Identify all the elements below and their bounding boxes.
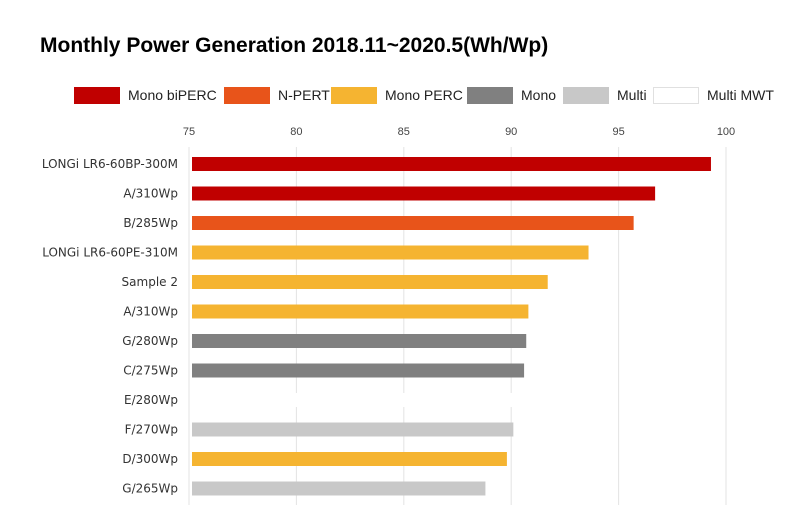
category-label-1: LONGi LR6-60BP-300M	[42, 157, 178, 171]
category-label-7: G/280Wp	[122, 334, 178, 348]
x-tick-label: 85	[398, 126, 410, 138]
bar-a-310wp-2	[192, 186, 656, 201]
legend-label: Mono biPERC	[128, 87, 217, 103]
category-label-8: C/275Wp	[123, 364, 178, 378]
legend-swatch	[331, 86, 377, 104]
legend-swatch	[74, 86, 120, 104]
legend-item-multi: Multi	[563, 86, 647, 104]
bar-longi-lr6-60pe-310m-4	[192, 245, 589, 260]
legend-swatch	[653, 86, 699, 104]
legend-item-mono: Mono	[467, 86, 556, 104]
legend-label: Mono PERC	[385, 87, 463, 103]
category-label-6: A/310Wp	[123, 305, 178, 319]
legend-label: N-PERT	[278, 87, 330, 103]
x-tick-label: 90	[505, 126, 517, 138]
category-label-5: Sample 2	[122, 275, 178, 289]
x-tick-label: 100	[717, 126, 735, 138]
bar-c-275wp-8	[192, 363, 525, 378]
category-label-9: E/280Wp	[124, 393, 178, 407]
legend-swatch	[224, 86, 270, 104]
bar-b-285wp-3	[192, 216, 634, 230]
bar-sample-2-5	[192, 275, 548, 289]
legend-label: Mono	[521, 87, 557, 103]
bar-longi-lr6-60bp-300m-1	[192, 157, 711, 171]
legend-item-n-pert: N-PERT	[224, 86, 330, 104]
category-label-12: G/265Wp	[122, 482, 178, 496]
legend-swatch	[467, 86, 513, 104]
chart-title: Monthly Power Generation 2018.11~2020.5(…	[40, 34, 549, 57]
category-label-2: A/310Wp	[123, 187, 178, 201]
bar-e-280wp-9	[192, 393, 522, 407]
bar-d-300wp-11	[192, 452, 507, 466]
category-label-11: D/300Wp	[122, 452, 178, 466]
x-tick-label: 95	[612, 126, 624, 138]
legend-item-mono-biperc: Mono biPERC	[74, 86, 217, 104]
x-tick-label: 80	[290, 126, 302, 138]
legend-item-multi-mwt: Multi MWT	[653, 86, 774, 104]
legend-swatch	[563, 86, 609, 104]
category-label-10: F/270Wp	[125, 423, 178, 437]
legend-label: Multi	[617, 87, 647, 103]
x-tick-label: 75	[183, 126, 195, 138]
bar-g-265wp-12	[192, 481, 486, 496]
legend-item-mono-perc: Mono PERC	[331, 86, 463, 104]
bar-a-310wp-6	[192, 304, 529, 319]
bar-f-270wp-10	[192, 422, 514, 437]
category-label-3: B/285Wp	[123, 216, 178, 230]
category-label-4: LONGi LR6-60PE-310M	[42, 246, 178, 260]
legend-label: Multi MWT	[707, 87, 774, 103]
bar-g-280wp-7	[192, 334, 527, 348]
